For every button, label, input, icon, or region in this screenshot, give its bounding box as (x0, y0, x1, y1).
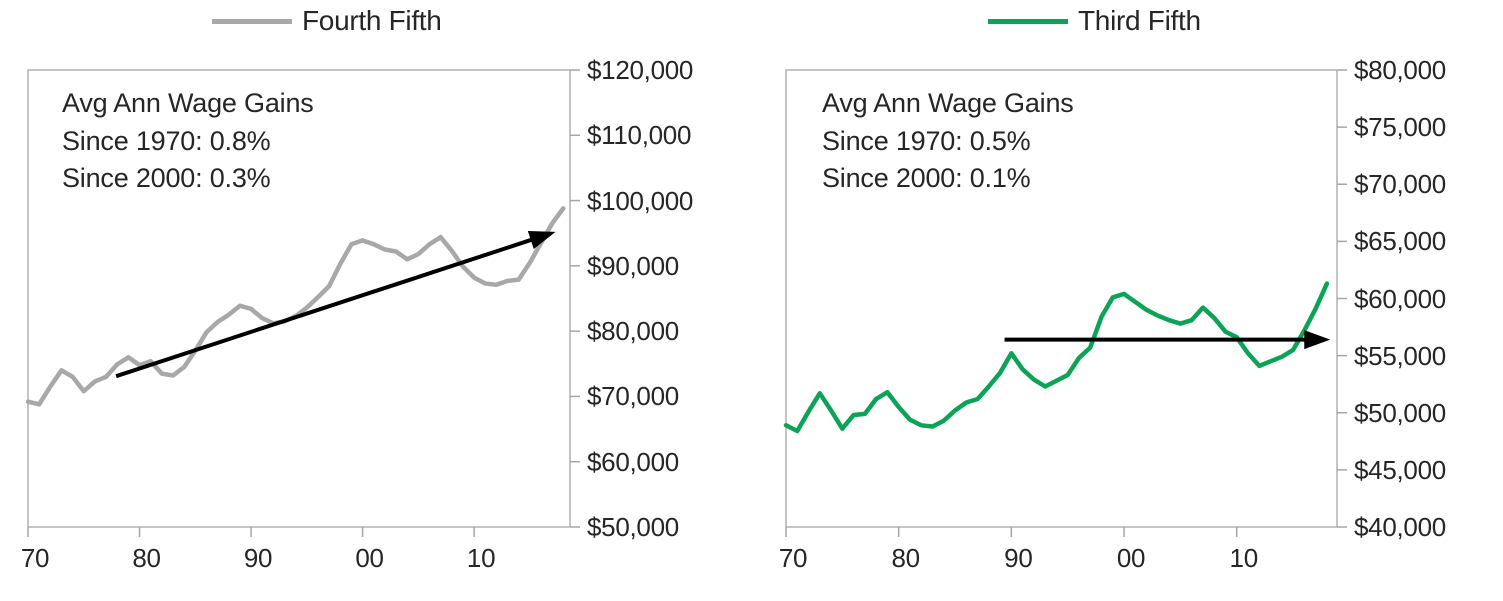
fourth-fifth-chart-svg (25, 69, 580, 537)
annotation-line-2: Since 1970: 0.5% (822, 125, 1031, 156)
x-axis-label: 80 (891, 543, 921, 573)
y-axis-label: $110,000 (587, 120, 692, 151)
y-axis-label: $40,000 (1354, 512, 1446, 542)
fourth-fifth-line-swatch (212, 18, 292, 24)
x-axis-label: 00 (355, 543, 384, 573)
third-fifth-chart-svg (783, 69, 1347, 537)
x-axis-label: 90 (1004, 543, 1033, 573)
y-axis-label: $70,000 (1354, 169, 1446, 200)
trend-arrow-head-icon (1304, 330, 1331, 350)
y-axis-label: $70,000 (587, 381, 679, 412)
legend-third-fifth: Third Fifth (988, 5, 1201, 37)
y-axis-label: $120,000 (587, 55, 694, 85)
y-axis-label: $100,000 (587, 185, 694, 216)
legend-fourth-fifth: Fourth Fifth (212, 5, 442, 37)
x-axis-label: 00 (1116, 543, 1146, 573)
y-axis-label: $90,000 (587, 250, 679, 281)
trend-arrow-shaft (115, 236, 537, 379)
y-axis-label: $60,000 (1354, 283, 1446, 314)
y-axis-label: $75,000 (1354, 112, 1446, 143)
y-axis-label: $60,000 (587, 446, 679, 477)
data-line-third-fifth (783, 281, 1330, 434)
annotation-line-2: Since 1970: 0.8% (62, 125, 271, 156)
y-axis-label: $50,000 (587, 512, 679, 542)
third-fifth-line-swatch (988, 18, 1068, 24)
x-axis-label: 80 (132, 543, 161, 573)
chart-panel-fourth-fifth: Fourth Fifth Avg Ann Wage Gains Since 19… (0, 0, 751, 601)
plot-border (27, 69, 571, 528)
annotation-line-3: Since 2000: 0.3% (62, 163, 271, 193)
x-axis-label: 70 (20, 543, 50, 573)
x-axis-label: 90 (243, 543, 273, 573)
y-axis-label: $55,000 (1354, 340, 1446, 371)
y-axis-label: $80,000 (587, 316, 679, 347)
chart-panel-third-fifth: Third Fifth Avg Ann Wage Gains Since 197… (752, 0, 1503, 601)
annotation-third-fifth: Avg Ann Wage Gains Since 1970: 0.5% Sinc… (822, 85, 1074, 198)
y-axis-label: $50,000 (1354, 397, 1446, 428)
annotation-fourth-fifth: Avg Ann Wage Gains Since 1970: 0.8% Sinc… (62, 85, 314, 198)
annotation-line-1: Avg Ann Wage Gains (62, 88, 314, 118)
y-axis-label: $45,000 (1354, 454, 1446, 485)
legend-label-third-fifth: Third Fifth (1078, 5, 1201, 36)
annotation-line-3: Since 2000: 0.1% (822, 163, 1031, 193)
x-axis-label: 10 (466, 543, 496, 573)
x-axis-label: 70 (778, 543, 808, 573)
legend-label-fourth-fifth: Fourth Fifth (302, 5, 442, 36)
trend-arrow-head-icon (527, 230, 556, 250)
y-axis-label: $80,000 (1354, 55, 1446, 85)
y-axis-label: $65,000 (1354, 226, 1446, 257)
annotation-line-1: Avg Ann Wage Gains (822, 88, 1074, 118)
data-line-fourth-fifth (25, 206, 566, 407)
x-axis-label: 10 (1229, 543, 1259, 573)
